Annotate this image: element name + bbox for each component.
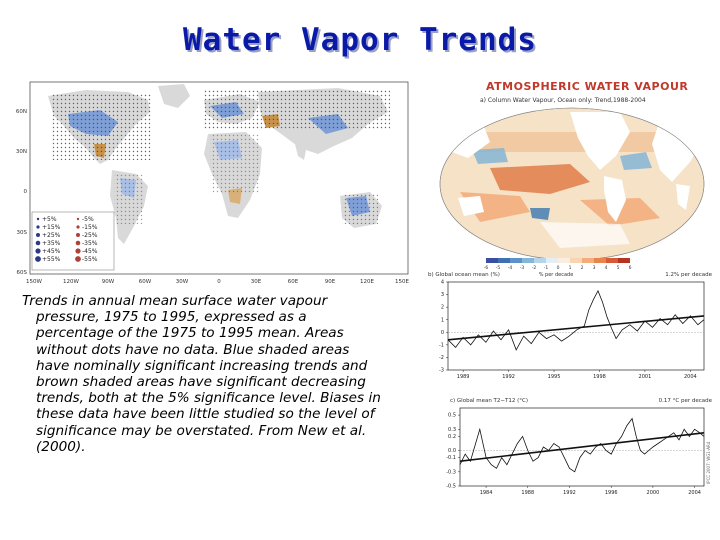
lat-label-30s: 30S xyxy=(17,230,28,236)
lon-label-60e: 60E xyxy=(288,279,299,285)
chart-0-ytick-label: 4 xyxy=(441,280,444,286)
chart-1-ytick-label: -0.5 xyxy=(446,484,456,490)
legend-inc-1: +5% xyxy=(42,216,57,223)
chart-b-trend: 1.2% per decade xyxy=(665,272,712,278)
chart-0-xtick-label: 1989 xyxy=(457,374,470,380)
lon-label-150w: 150W xyxy=(26,279,42,285)
chart-0-frame xyxy=(447,281,705,371)
chart-0-xtick-label: 1998 xyxy=(593,374,606,380)
slide-title: Water Vapor Trends xyxy=(183,22,537,58)
lat-label-60s: 60S xyxy=(17,270,28,276)
chart-1-ytick-label: 0.2 xyxy=(448,434,456,440)
cbar-tick-3: -3 xyxy=(520,265,525,271)
lat-label-0: 0 xyxy=(24,189,28,195)
data-dots-africa xyxy=(210,134,260,194)
lon-label-90w: 90W xyxy=(102,279,115,285)
lon-label-120e: 120E xyxy=(360,279,374,285)
cbar-tick-11: 5 xyxy=(617,265,620,271)
atmospheric-water-vapour-panel: ATMOSPHERIC WATER VAPOUR a) Column Water… xyxy=(428,80,713,496)
surface-water-vapour-map: +5% +15% +25% +35% +45% +55% -5% -15% -2… xyxy=(8,78,412,290)
greenland-land xyxy=(158,84,190,108)
caption-text: Trends in annual mean surface water vapo… xyxy=(22,293,381,455)
legend-dec-1: -5% xyxy=(82,216,94,223)
chart-c-title: c) Global mean T2−T12 (°C) xyxy=(450,398,528,404)
legend-inc-5: +45% xyxy=(42,248,61,255)
lon-label-150e: 150E xyxy=(395,279,409,285)
chart-1-ytick-label: 0.0 xyxy=(448,448,456,454)
right-map-north-america xyxy=(570,112,630,170)
cbar-tick-9: 3 xyxy=(593,265,596,271)
lat-label-30n: 30N xyxy=(16,149,27,155)
legend-inc-2: +15% xyxy=(42,224,61,231)
cbar-tick-7: 1 xyxy=(569,265,572,271)
chart-1-series-anomaly xyxy=(459,417,705,473)
lon-label-0: 0 xyxy=(217,279,221,285)
lon-label-30w: 30W xyxy=(176,279,189,285)
cbar-tick-6: 0 xyxy=(557,265,560,271)
legend-dec-2: -15% xyxy=(82,224,98,231)
india-land xyxy=(294,140,308,160)
chart-0-ytick-label: 0 xyxy=(441,330,444,336)
map-a-title: a) Column Water Vapour, Ocean only: Tren… xyxy=(480,97,646,104)
chart-0-ytick-label: 2 xyxy=(441,305,444,311)
cbar-tick-8: 2 xyxy=(581,265,584,271)
legend-inc-4: +35% xyxy=(42,240,61,247)
chart-0-ytick-label: 3 xyxy=(441,292,444,298)
chart-1-xtick-label: 2004 xyxy=(688,490,701,496)
cbar-tick-4: -2 xyxy=(532,265,537,271)
lat-label-60n: 60N xyxy=(16,109,27,115)
ipcc-credit: IPCC 2007: WG1-AR4 xyxy=(706,441,711,484)
chart-0-xtick-label: 2001 xyxy=(639,374,652,380)
panel-header: ATMOSPHERIC WATER VAPOUR xyxy=(486,80,688,93)
chart-c-trend: 0.17 °C per decade xyxy=(659,398,713,404)
tropical-pacific-warm xyxy=(490,164,590,194)
chart-0-ytick-label: -2 xyxy=(439,355,444,361)
legend-dec-5: -45% xyxy=(82,248,98,255)
lon-label-120w: 120W xyxy=(63,279,79,285)
cbar-tick-0: -6 xyxy=(484,265,489,271)
chart-0-xtick-label: 1992 xyxy=(502,374,515,380)
chart-0-ytick-label: 1 xyxy=(441,317,444,323)
data-dots-eurasia xyxy=(204,90,390,130)
legend-dec-4: -35% xyxy=(82,240,98,247)
chart-1-ytick-label: -0.3 xyxy=(446,469,456,475)
cbar-tick-2: -4 xyxy=(508,265,513,271)
chart-c-t2-t12: 0.5 0.30.2 0.0-0.1 -0.3 -0.5 1984 1988 1992 1996… xyxy=(446,407,705,496)
colorbar xyxy=(486,258,630,263)
legend-inc-3: +25% xyxy=(42,232,61,239)
cbar-tick-1: -5 xyxy=(496,265,501,271)
chart-1-xtick-label: 2000 xyxy=(647,490,660,496)
figure-caption: Trends in annual mean surface water vapo… xyxy=(22,293,382,455)
legend-dec-3: -25% xyxy=(82,232,98,239)
lon-label-60w: 60W xyxy=(139,279,152,285)
chart-1-series-trend xyxy=(459,432,705,462)
chart-b-title: b) Global ocean mean (%) xyxy=(428,272,500,278)
chart-1-xtick-label: 1988 xyxy=(521,490,534,496)
cooling-patch-1 xyxy=(472,148,508,164)
map-legend xyxy=(31,211,115,271)
cbar-tick-12: 6 xyxy=(629,265,632,271)
chart-1-ytick-label: 0.5 xyxy=(448,413,456,419)
chart-1-xtick-label: 1996 xyxy=(605,490,618,496)
chart-b-ocean-mean: 4 3 2 1 0 -1 -2 -3 1989 1992 1995 1998 2001 2004 xyxy=(439,280,705,380)
data-dots-australia xyxy=(342,194,378,224)
chart-1-ytick-label: -0.1 xyxy=(446,455,456,461)
chart-1-xtick-label: 1992 xyxy=(563,490,576,496)
chart-0-xtick-label: 2004 xyxy=(684,374,697,380)
chart-0-xtick-label: 1995 xyxy=(548,374,561,380)
colorbar-label: % per decade xyxy=(539,272,574,278)
chart-1-xtick-label: 1984 xyxy=(480,490,493,496)
data-dots-south-america xyxy=(114,174,144,224)
cbar-tick-5: -1 xyxy=(544,265,549,271)
legend-dec-6: -55% xyxy=(82,256,98,263)
chart-0-ytick-label: -3 xyxy=(439,368,444,374)
legend-inc-6: +55% xyxy=(42,256,61,263)
chart-0-ytick-label: -1 xyxy=(439,342,444,348)
chart-1-ytick-label: 0.3 xyxy=(448,427,456,433)
lon-label-30e: 30E xyxy=(251,279,262,285)
cbar-tick-10: 4 xyxy=(605,265,608,271)
data-dots-north-america xyxy=(52,94,152,160)
lon-label-90e: 90E xyxy=(325,279,336,285)
chart-0-series-trend xyxy=(447,315,705,341)
